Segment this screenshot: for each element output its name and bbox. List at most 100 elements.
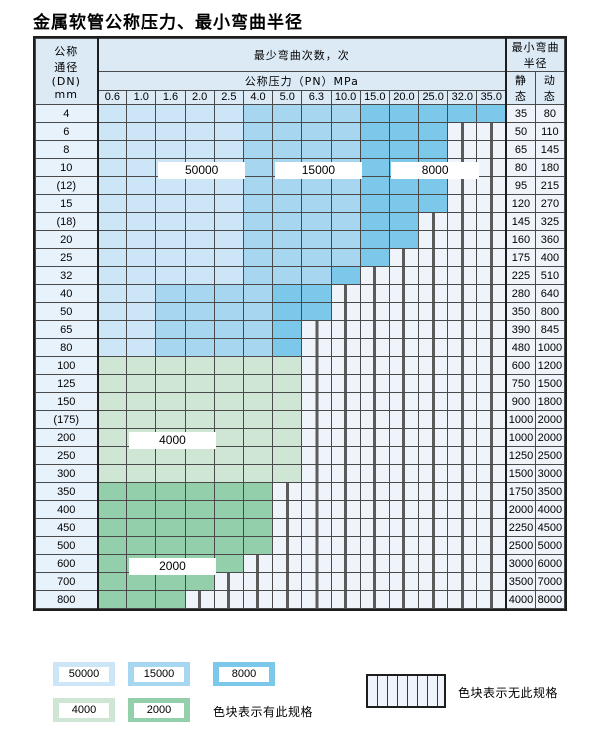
pressure-col-header-10-0: 10.0 (330, 89, 361, 106)
spec-cell (476, 212, 507, 231)
dn-value: 25 (35, 248, 98, 267)
spec-cell (476, 248, 507, 267)
spec-cell (301, 536, 332, 555)
spec-cell (126, 338, 157, 357)
table-row: 10 80 180 (35, 158, 566, 177)
spec-cell (359, 320, 390, 339)
spec-cell (476, 266, 507, 285)
legend-swatch-8000: 8000 (213, 662, 275, 686)
static-radius-value: 225 (505, 266, 536, 285)
spec-cell (388, 392, 420, 411)
spec-cell (184, 410, 215, 429)
dynamic-radius-value: 4000 (534, 500, 566, 519)
spec-cell (96, 266, 128, 285)
spec-cell (155, 320, 186, 339)
spec-cell (126, 410, 157, 429)
spec-cell (447, 176, 478, 195)
spec-cell (242, 536, 274, 555)
spec-cell (388, 446, 420, 465)
dn-value: 65 (35, 320, 98, 339)
spec-cell (388, 536, 420, 555)
spec-cell (301, 122, 332, 141)
dynamic-radius-value: 110 (534, 122, 566, 141)
spec-cell (213, 338, 244, 357)
spec-cell (330, 392, 361, 411)
spec-cell (388, 464, 420, 483)
spec-cell (418, 320, 449, 339)
spec-cell (359, 410, 390, 429)
pressure-col-header-2-0: 2.0 (184, 89, 215, 106)
spec-cell (126, 122, 157, 141)
spec-cell (126, 482, 157, 501)
legend-swatch-50000-label: 50000 (59, 666, 109, 682)
static-radius-value: 280 (505, 284, 536, 303)
spec-cell (242, 194, 274, 213)
spec-cell (388, 356, 420, 375)
table-row: 300 1500 3000 (35, 464, 566, 483)
spec-cell (155, 410, 186, 429)
spec-cell (418, 212, 449, 231)
dynamic-radius-value: 360 (534, 230, 566, 249)
spec-cell (330, 374, 361, 393)
spec-cell (476, 536, 507, 555)
dn-value: 32 (35, 266, 98, 285)
spec-cell (126, 140, 157, 159)
spec-cell (242, 248, 274, 267)
static-radius-value: 80 (505, 158, 536, 177)
spec-cell (418, 248, 449, 267)
spec-cell (96, 302, 128, 321)
table-row: 600 3000 6000 (35, 554, 566, 573)
spec-cell (96, 554, 128, 573)
spec-cell (476, 140, 507, 159)
spec-cell (184, 338, 215, 357)
spec-cell (388, 500, 420, 519)
spec-cell (184, 482, 215, 501)
spec-cell (272, 122, 303, 141)
spec-cell (155, 158, 186, 177)
spec-cell (418, 104, 449, 123)
dynamic-radius-value: 1000 (534, 338, 566, 357)
spec-cell (242, 338, 274, 357)
spec-cell (359, 266, 390, 285)
spec-cell (126, 446, 157, 465)
spec-cell (155, 104, 186, 123)
spec-cell (96, 536, 128, 555)
spec-cell (447, 446, 478, 465)
table-row: 700 3500 7000 (35, 572, 566, 591)
static-radius-value: 2000 (505, 500, 536, 519)
static-radius-value: 480 (505, 338, 536, 357)
table-row: 6 50 110 (35, 122, 566, 141)
dynamic-radius-value: 80 (534, 104, 566, 123)
spec-cell (476, 590, 507, 609)
pressure-col-header-0-6: 0.6 (96, 89, 128, 106)
spec-cell (330, 536, 361, 555)
spec-cell (272, 392, 303, 411)
spec-cell (213, 176, 244, 195)
dn-value: 4 (35, 104, 98, 123)
spec-cell (476, 410, 507, 429)
spec-cell (388, 284, 420, 303)
spec-cell (447, 500, 478, 519)
pressure-col-header-20-0: 20.0 (388, 89, 420, 106)
spec-cell (476, 500, 507, 519)
spec-cell (155, 194, 186, 213)
spec-cell (96, 446, 128, 465)
table-row: (18) 145 325 (35, 212, 566, 231)
table-row: 200 1000 2000 (35, 428, 566, 447)
spec-cell (447, 302, 478, 321)
static-radius-value: 4000 (505, 590, 536, 609)
dn-value: 20 (35, 230, 98, 249)
dynamic-radius-value: 2500 (534, 446, 566, 465)
dynamic-radius-value: 2000 (534, 410, 566, 429)
spec-cell (96, 284, 128, 303)
spec-cell (418, 572, 449, 591)
spec-cell (476, 176, 507, 195)
spec-cell (184, 518, 215, 537)
dynamic-radius-value: 3000 (534, 464, 566, 483)
spec-cell (330, 284, 361, 303)
spec-cell (359, 590, 390, 609)
spec-cell (126, 500, 157, 519)
table-row: 32 225 510 (35, 266, 566, 285)
spec-cell (242, 410, 274, 429)
spec-cell (272, 302, 303, 321)
